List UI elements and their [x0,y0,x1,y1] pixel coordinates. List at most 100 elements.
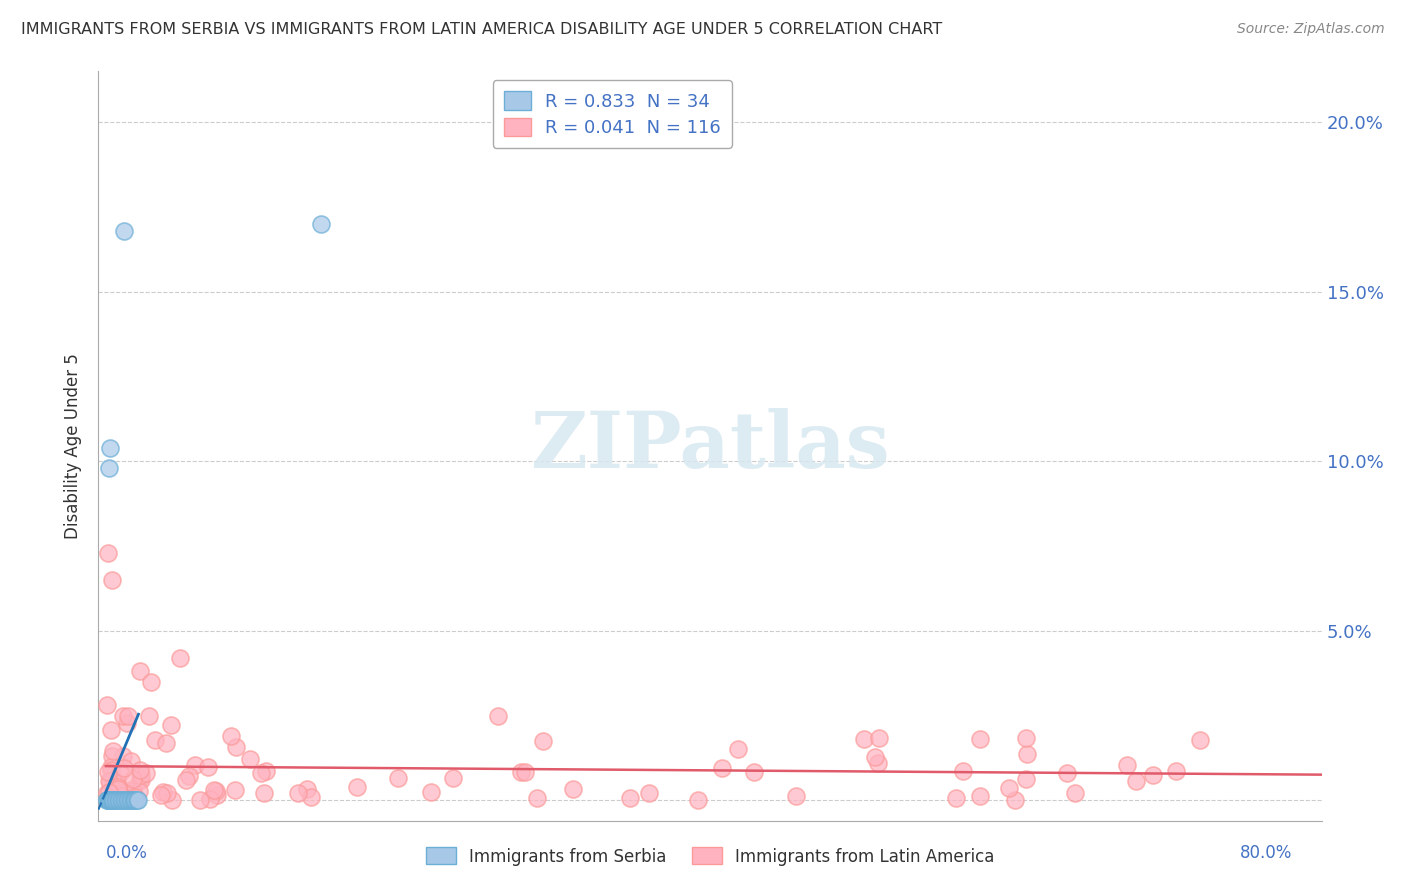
Point [98,793,121,807]
Point [486,708,509,723]
Legend: Immigrants from Serbia, Immigrants from Latin America: Immigrants from Serbia, Immigrants from … [419,841,1001,872]
Point [125,793,148,807]
Point [188,793,211,807]
Point [104,773,127,788]
Point [225,739,247,754]
Point [150,788,173,802]
Point [96,698,118,713]
Text: IMMIGRANTS FROM SERBIA VS IMMIGRANTS FROM LATIN AMERICA DISABILITY AGE UNDER 5 C: IMMIGRANTS FROM SERBIA VS IMMIGRANTS FRO… [21,22,942,37]
Point [135,766,157,780]
Point [952,764,974,778]
Point [1004,793,1026,807]
Point [101,748,124,763]
Point [110,793,132,807]
Point [121,793,143,807]
Point [510,765,533,780]
Point [1142,768,1164,782]
Point [98,793,121,807]
Point [239,752,262,766]
Point [98,441,121,455]
Point [531,734,554,748]
Point [110,788,132,802]
Point [138,708,160,723]
Point [204,782,226,797]
Point [156,786,179,800]
Point [143,732,166,747]
Point [387,772,409,786]
Point [309,217,332,231]
Point [619,790,641,805]
Point [103,793,125,807]
Point [198,792,221,806]
Point [863,750,886,764]
Point [100,793,122,807]
Text: ZIPatlas: ZIPatlas [530,408,890,484]
Point [1125,774,1147,789]
Point [1056,766,1078,780]
Point [120,793,142,807]
Point [160,793,183,807]
Point [127,793,149,807]
Text: Source: ZipAtlas.com: Source: ZipAtlas.com [1237,22,1385,37]
Point [97,793,120,807]
Point [184,758,207,772]
Point [107,782,129,797]
Point [107,782,129,797]
Point [205,784,228,798]
Point [107,793,129,807]
Point [945,790,967,805]
Point [96,793,118,807]
Point [443,771,465,785]
Point [115,715,138,730]
Point [103,793,125,807]
Point [129,773,152,788]
Point [103,786,125,800]
Text: 80.0%: 80.0% [1240,845,1292,863]
Point [207,788,229,802]
Point [112,761,135,775]
Point [103,774,125,789]
Point [103,787,125,801]
Point [111,789,134,804]
Point [1017,747,1039,762]
Point [742,764,765,779]
Point [122,772,145,787]
Point [97,793,120,807]
Point [111,708,134,723]
Point [420,785,443,799]
Point [224,782,246,797]
Point [118,793,141,807]
Point [638,786,661,800]
Point [727,742,749,756]
Point [111,793,134,807]
Point [107,780,129,794]
Point [299,790,322,805]
Point [710,761,733,775]
Point [100,723,122,738]
Point [108,766,131,780]
Point [96,793,118,807]
Point [100,760,122,774]
Point [105,780,128,795]
Point [852,731,875,746]
Point [115,793,138,807]
Point [108,789,131,804]
Point [101,573,124,587]
Point [250,766,273,780]
Point [107,780,129,795]
Point [104,793,127,807]
Point [97,785,120,799]
Point [174,772,197,787]
Point [1164,764,1187,779]
Point [169,651,191,665]
Point [1116,758,1139,772]
Point [100,793,122,807]
Point [197,759,219,773]
Point [346,780,368,794]
Point [128,772,150,787]
Point [1015,731,1038,745]
Point [117,786,139,800]
Point [179,769,201,783]
Point [103,779,125,793]
Point [128,784,150,798]
